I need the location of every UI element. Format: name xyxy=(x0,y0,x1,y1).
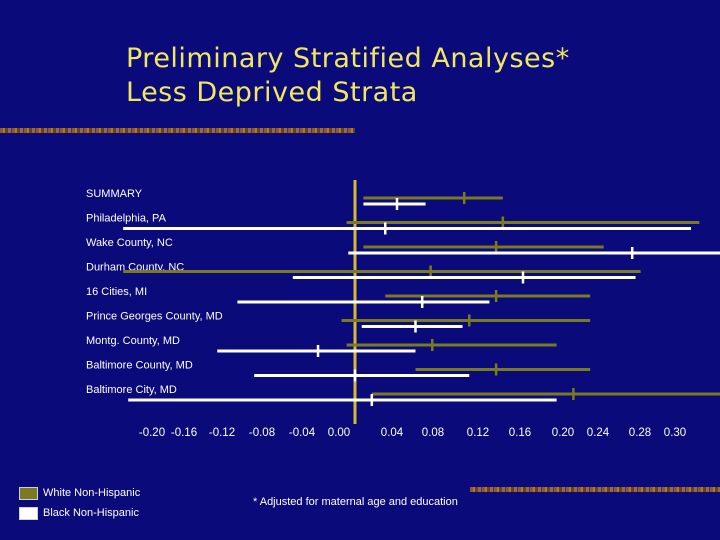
x-tick-label: 0.20 xyxy=(552,427,574,439)
row-label: Baltimore County, MD xyxy=(86,360,193,372)
x-tick-label: -0.08 xyxy=(249,427,275,439)
x-tick-label: 0.28 xyxy=(629,427,651,439)
title-line-2: Less Deprived Strata xyxy=(126,77,418,108)
x-tick-label: -0.16 xyxy=(171,427,197,439)
title-line-1: Preliminary Stratified Analyses* xyxy=(126,43,570,74)
x-tick-label: 0.30 xyxy=(664,427,686,439)
row-label: Wake County, NC xyxy=(86,237,173,249)
x-tick-label: 0.08 xyxy=(422,427,444,439)
slide-title: Preliminary Stratified Analyses* Less De… xyxy=(126,42,570,110)
decorative-bar-bottom xyxy=(470,487,720,492)
row-label: SUMMARY xyxy=(86,188,143,200)
legend: White Non-Hispanic Black Non-Hispanic xyxy=(19,484,140,524)
row-label: Prince Georges County, MD xyxy=(86,311,223,323)
legend-item-black: Black Non-Hispanic xyxy=(19,504,140,522)
x-tick-label: 0.00 xyxy=(328,427,350,439)
legend-label-white: White Non-Hispanic xyxy=(43,487,141,499)
x-tick-label: -0.04 xyxy=(289,427,316,439)
footnote: * Adjusted for maternal age and educatio… xyxy=(253,496,458,508)
x-tick-label: 0.16 xyxy=(509,427,531,439)
x-tick-label: 0.24 xyxy=(587,427,610,439)
x-tick-label: -0.20 xyxy=(139,427,165,439)
x-tick-label: 0.12 xyxy=(467,427,489,439)
legend-swatch-white xyxy=(19,486,38,500)
legend-swatch-black xyxy=(19,506,38,520)
legend-item-white: White Non-Hispanic xyxy=(19,484,140,502)
row-label: 16 Cities, MI xyxy=(86,286,147,298)
x-tick-label: -0.12 xyxy=(209,427,235,439)
row-label: Philadelphia, PA xyxy=(86,213,167,225)
legend-label-black: Black Non-Hispanic xyxy=(43,507,139,519)
x-tick-label: 0.04 xyxy=(381,427,404,439)
row-label: Baltimore City, MD xyxy=(86,384,177,396)
decorative-bar-top xyxy=(0,128,355,133)
row-label: Montg. County, MD xyxy=(86,335,180,347)
